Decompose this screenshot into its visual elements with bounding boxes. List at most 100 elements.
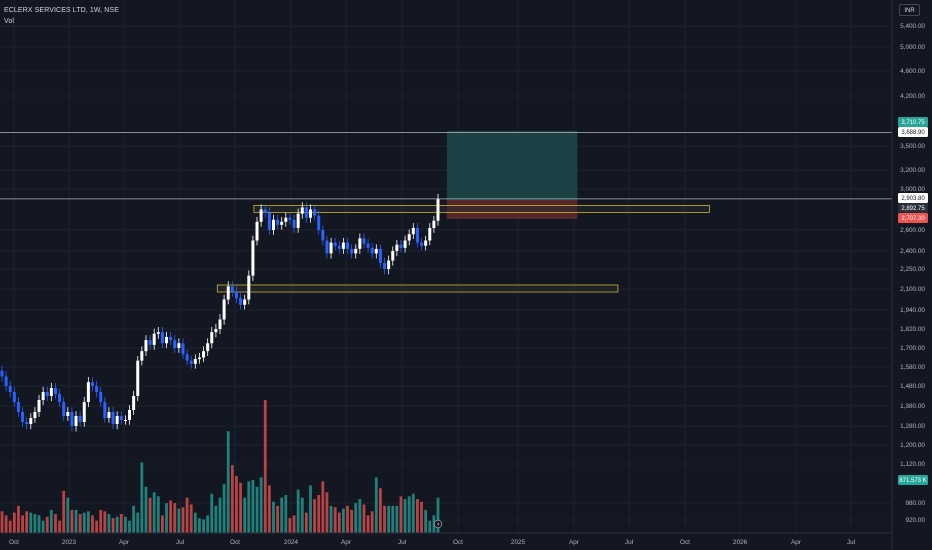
- price-badge-line-label: 3,688.90: [901, 130, 925, 136]
- price-badge-volume-label: 871.573 K: [899, 478, 926, 484]
- volume-bar: [251, 480, 255, 533]
- candle: [239, 298, 243, 305]
- candle: [82, 402, 86, 422]
- candle: [300, 207, 304, 214]
- candle: [304, 207, 308, 218]
- volume-bar: [337, 512, 341, 533]
- volume-bar: [239, 482, 242, 533]
- price-tick-label: 1,480.00: [900, 383, 925, 390]
- volume-bar: [33, 514, 37, 533]
- candle: [387, 260, 391, 269]
- price-badge-current: [898, 193, 928, 203]
- volume-bar: [235, 476, 238, 533]
- time-axis-label: 2025: [511, 539, 526, 546]
- candle: [119, 416, 123, 420]
- candle: [177, 343, 181, 348]
- volume-bar: [95, 520, 99, 533]
- volume-bar: [292, 515, 296, 533]
- candle: [0, 370, 4, 377]
- volume-bar: [407, 496, 411, 533]
- candle: [95, 386, 99, 392]
- price-tick-label: 1,200.00: [900, 442, 925, 449]
- candle: [41, 392, 45, 400]
- volume-bar: [391, 505, 395, 533]
- candle: [263, 209, 267, 213]
- time-axis-label: Jul: [625, 539, 633, 546]
- volume-bar: [156, 496, 160, 533]
- volume-bar: [17, 505, 20, 533]
- candle: [136, 360, 140, 396]
- volume-bar: [276, 505, 279, 533]
- price-badge-stop: [898, 213, 928, 223]
- candle: [181, 343, 185, 355]
- volume-bar: [325, 492, 329, 533]
- volume-bar: [128, 520, 131, 533]
- volume-bar: [284, 495, 288, 533]
- currency-button[interactable]: INR: [899, 4, 920, 16]
- volume-bar: [267, 485, 271, 533]
- price-tick-label: 1,380.00: [900, 403, 925, 410]
- chart-header: ECLERX SERVICES LTD, 1W, NSE Vol: [4, 5, 119, 27]
- candle: [378, 248, 382, 263]
- volume-bar: [263, 400, 267, 533]
- volume-bar: [41, 520, 45, 533]
- candle: [156, 332, 160, 334]
- volume-bar: [144, 486, 148, 533]
- candle: [148, 340, 152, 345]
- volume-bar: [173, 503, 177, 533]
- price-badge-stop-label: 2,707.30: [901, 216, 925, 222]
- volume-indicator-label[interactable]: Vol: [4, 18, 15, 25]
- candle: [420, 242, 424, 246]
- volume-bar: [99, 509, 103, 533]
- volume-bar: [177, 508, 181, 533]
- candle: [259, 209, 263, 222]
- candle: [222, 299, 226, 320]
- candle: [358, 238, 362, 249]
- volume-bar: [165, 503, 168, 533]
- price-badge-line: [898, 127, 928, 137]
- candle: [140, 351, 144, 361]
- volume-bar: [420, 501, 423, 533]
- symbol-title[interactable]: ECLERX SERVICES LTD, 1W, NSE: [4, 7, 119, 14]
- price-tick-label: 1,700.00: [900, 345, 925, 352]
- time-axis-label: 2023: [62, 539, 77, 546]
- candle: [226, 286, 230, 300]
- volume-bar: [62, 490, 66, 533]
- candle: [415, 227, 419, 243]
- price-badge-target: [898, 117, 928, 127]
- volume-bar: [119, 514, 123, 533]
- volume-bar: [416, 499, 419, 533]
- price-badge-entry-label: 2,892.75: [901, 206, 925, 212]
- candle: [243, 299, 247, 305]
- volume-bar: [313, 499, 317, 533]
- candle: [99, 392, 103, 402]
- candle: [193, 359, 197, 364]
- volume-bar: [82, 512, 86, 533]
- volume-bar: [411, 493, 415, 533]
- volume-bar: [222, 484, 226, 533]
- candle: [111, 412, 115, 424]
- volume-bar: [111, 518, 115, 533]
- candle: [74, 416, 78, 426]
- candle: [362, 238, 366, 244]
- candle: [165, 336, 169, 344]
- volume-bar: [123, 516, 127, 533]
- candle: [206, 343, 210, 352]
- price-tick-label: 920.00: [905, 517, 925, 524]
- price-tick-label: 2,100.00: [900, 286, 925, 293]
- volume-bar: [198, 518, 201, 533]
- time-axis-label: Jul: [398, 539, 406, 546]
- volume-bar: [424, 509, 428, 533]
- candle: [189, 360, 193, 364]
- candle: [354, 248, 358, 254]
- candle: [428, 227, 432, 241]
- candle: [173, 340, 177, 348]
- price-badge-current-label: 2,903.80: [901, 196, 925, 202]
- time-axis-label: 2024: [284, 539, 299, 546]
- price-tick-label: 1,280.00: [900, 423, 925, 430]
- volume-bar: [358, 499, 362, 533]
- volume-bar: [189, 504, 193, 533]
- price-badge-volume: [898, 475, 928, 485]
- candle: [280, 221, 284, 225]
